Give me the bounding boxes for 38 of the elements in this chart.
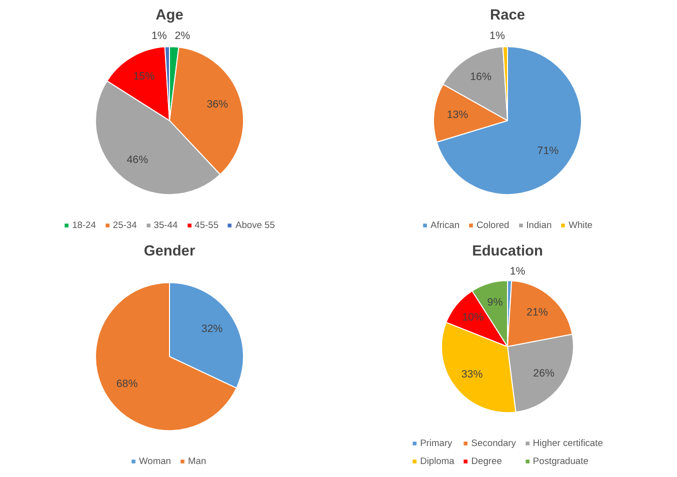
legend-label: Degree (471, 456, 502, 466)
data-label: 32% (201, 323, 224, 336)
data-label: 21% (526, 306, 548, 318)
data-label: 9% (487, 296, 504, 309)
data-label: 36% (206, 98, 229, 111)
legend-label: Above 55 (236, 220, 275, 230)
chart-title: Education (472, 244, 543, 260)
data-label: 1% (151, 30, 168, 42)
legend-label: White (568, 220, 592, 230)
data-label: 16% (470, 71, 492, 84)
data-label: 10% (462, 311, 484, 324)
legend-label: Colored (476, 220, 510, 230)
legend-label: 18-24 (72, 220, 96, 230)
data-label: 13% (446, 109, 469, 122)
legend-label: Indian (526, 220, 552, 230)
legend-label: Man (188, 456, 208, 466)
data-label: 1% (490, 30, 506, 42)
data-label: 1% (510, 265, 526, 278)
data-label: 2% (174, 30, 191, 42)
legend-label: 35-44 (154, 220, 178, 230)
legend-label: Woman (139, 456, 171, 466)
data-label: 33% (461, 368, 484, 381)
legend-label: 45-55 (194, 220, 219, 230)
legend-label: African (430, 220, 460, 230)
legend-label: 25-34 (112, 220, 137, 230)
data-label: 71% (537, 145, 560, 158)
legend-label: Secondary (471, 438, 516, 448)
chart-title: Race (490, 8, 526, 24)
legend-label: Diploma (420, 456, 454, 466)
legend-label: Primary (420, 438, 452, 448)
data-label: 15% (133, 70, 156, 82)
legend-label: Postgraduate (532, 456, 588, 466)
chart-title: Gender (144, 244, 196, 260)
data-label: 46% (126, 154, 149, 166)
data-label: 26% (533, 368, 555, 380)
data-label: 68% (116, 378, 138, 390)
chart-title: Age (156, 8, 184, 24)
legend-label: Higher certificate (532, 438, 603, 448)
